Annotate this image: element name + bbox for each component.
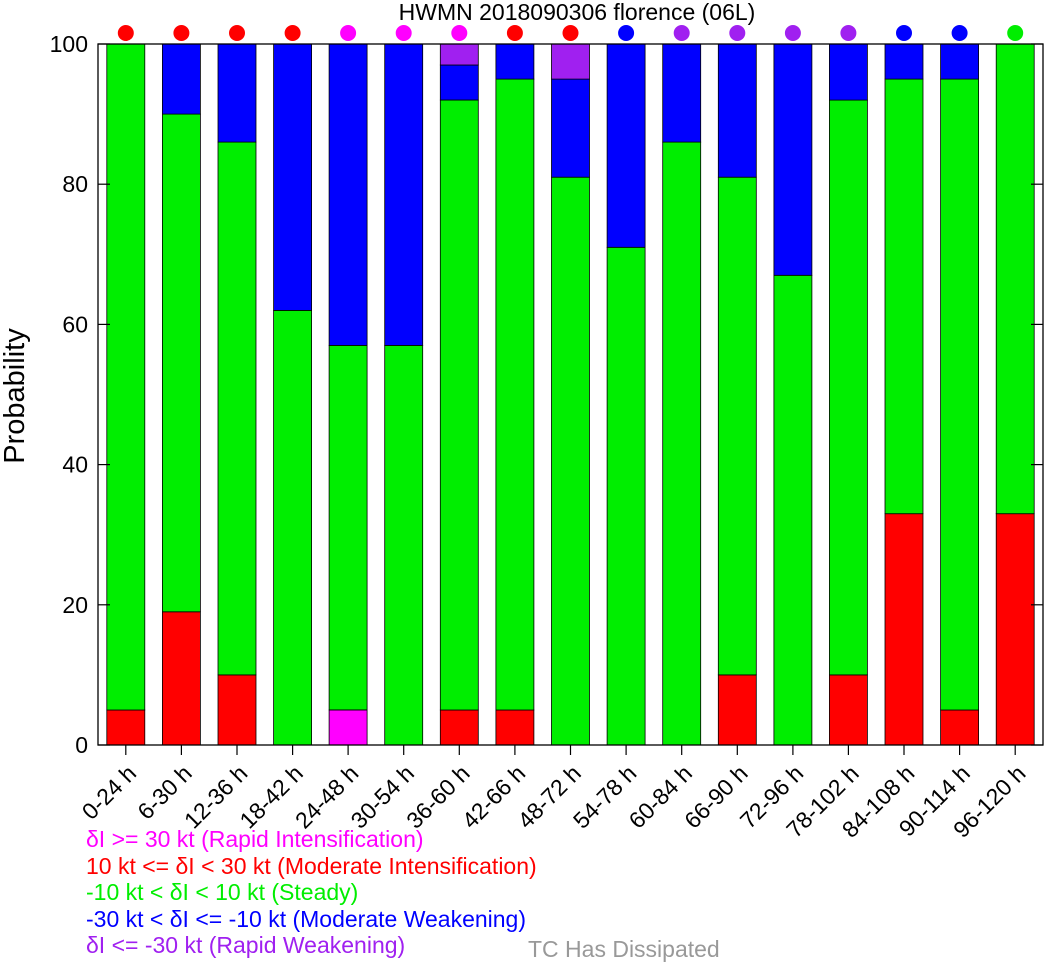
bar-segment-mw-12 — [773, 43, 813, 276]
bar-segment-mi-1 — [161, 611, 201, 746]
legend-item-moderate-intensification: 10 kt <= δI < 30 kt (Moderate Intensific… — [86, 852, 537, 879]
top-marker-13 — [840, 25, 857, 41]
bar-segment-mw-13 — [829, 43, 868, 101]
bar-segment-steady-2 — [217, 141, 257, 676]
bar-segment-steady-4 — [328, 344, 368, 711]
bar-segment-ri-4 — [328, 709, 368, 746]
bar-segment-mw-7 — [495, 43, 535, 80]
bar-segment-mw-9 — [606, 43, 646, 248]
bar-segment-steady-15 — [940, 78, 979, 711]
bar-segment-steady-9 — [606, 246, 646, 746]
bar-segment-steady-12 — [773, 274, 813, 746]
top-marker-2 — [229, 25, 245, 41]
bar-segment-steady-11 — [717, 176, 757, 676]
top-marker-12 — [784, 25, 801, 41]
bar-segment-rw-8 — [551, 43, 590, 80]
bar-segment-steady-13 — [829, 99, 868, 676]
bar-segment-mw-2 — [217, 43, 257, 143]
y-axis-ticks: 0 20 40 60 80 100 — [50, 31, 1043, 758]
y-tick-label-2: 40 — [62, 452, 88, 478]
top-marker-11 — [729, 25, 746, 41]
bar-segment-mw-1 — [161, 43, 201, 115]
legend-item-dissipated: TC Has Dissipated — [528, 936, 720, 962]
bar-segment-mw-5 — [384, 43, 424, 346]
bar-segment-mi-11 — [717, 674, 757, 746]
bar-segment-steady-6 — [439, 99, 479, 711]
top-marker-6 — [451, 25, 468, 41]
y-tick-label-3: 60 — [62, 311, 88, 337]
legend-item-rapid-intensification: δI >= 30 kt (Rapid Intensification) — [86, 826, 424, 852]
top-marker-4 — [340, 25, 357, 41]
top-marker-7 — [506, 25, 523, 41]
bar-segment-mw-10 — [662, 43, 702, 143]
top-marker-16 — [1007, 25, 1024, 41]
top-markers-group — [117, 25, 1024, 41]
bar-segment-mi-6 — [439, 709, 479, 746]
top-marker-15 — [951, 25, 968, 41]
bar-segment-steady-14 — [884, 78, 924, 515]
top-marker-9 — [618, 25, 635, 41]
bar-segment-mw-8 — [551, 78, 590, 178]
bar-segment-steady-10 — [662, 141, 702, 746]
bar-segment-rw-6 — [439, 43, 479, 66]
top-marker-10 — [673, 25, 690, 41]
chart-title: HWMN 2018090306 florence (06L) — [399, 0, 756, 25]
legend-item-steady: -10 kt < δI < 10 kt (Steady) — [86, 879, 359, 905]
bar-segment-mi-7 — [495, 709, 535, 746]
legend: δI >= 30 kt (Rapid Intensification) 10 k… — [86, 826, 537, 959]
top-marker-1 — [173, 25, 190, 41]
bar-segment-mw-15 — [940, 43, 979, 80]
y-axis-label: Probability — [0, 328, 31, 464]
bar-segment-steady-5 — [384, 344, 424, 746]
bar-segment-steady-1 — [161, 113, 201, 613]
top-marker-14 — [896, 25, 912, 41]
bar-segment-mi-16 — [995, 513, 1035, 746]
bar-segment-mi-0 — [106, 709, 146, 746]
top-marker-8 — [562, 25, 579, 41]
legend-item-moderate-weakening: -30 kt < δI <= -10 kt (Moderate Weakenin… — [86, 905, 527, 932]
top-marker-0 — [117, 25, 134, 41]
bar-segment-mw-6 — [439, 64, 479, 101]
bar-segment-steady-8 — [551, 176, 590, 746]
top-marker-3 — [284, 25, 301, 41]
bar-segment-mi-15 — [940, 709, 979, 746]
y-tick-label-1: 20 — [62, 592, 88, 618]
legend-item-rapid-weakening: δI <= -30 kt (Rapid Weakening) — [86, 932, 406, 958]
bar-segment-mi-13 — [829, 674, 868, 746]
bar-segment-steady-7 — [495, 78, 535, 711]
bar-segment-mw-3 — [273, 43, 313, 311]
bar-segment-steady-0 — [106, 43, 146, 711]
bar-segment-mi-14 — [884, 513, 924, 746]
bars-group — [106, 43, 1035, 746]
y-tick-label-4: 80 — [62, 171, 88, 197]
bar-segment-mi-2 — [217, 674, 257, 746]
y-tick-label-0: 0 — [75, 732, 88, 758]
y-tick-label-5: 100 — [50, 31, 88, 57]
bar-segment-mw-4 — [328, 43, 368, 346]
top-marker-5 — [395, 25, 412, 41]
x-tick-label-0: 0-24 h — [77, 760, 142, 825]
bar-segment-steady-16 — [995, 43, 1035, 515]
bar-segment-steady-3 — [273, 309, 313, 746]
bar-segment-mw-11 — [717, 43, 757, 178]
bar-segment-mw-14 — [884, 43, 924, 80]
